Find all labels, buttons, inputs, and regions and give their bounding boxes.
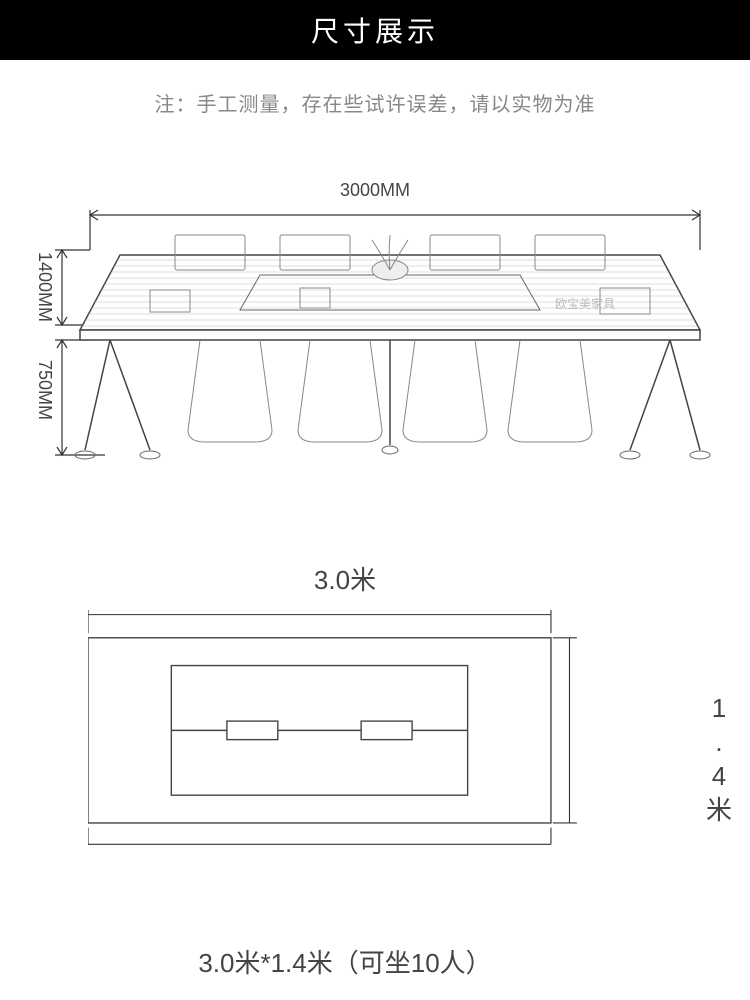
plan-svg (88, 610, 588, 860)
table-legs (75, 340, 710, 459)
plan-depth-label: 1 . 4 米 (706, 640, 732, 880)
perspective-diagram: 3000MM 1400MM 750MM (0, 180, 750, 500)
perspective-svg: 欧宝美家具 (0, 180, 750, 500)
plan-depth-char: 4 (712, 760, 726, 794)
plan-depth-char: 米 (706, 794, 732, 828)
plan-width-label: 3.0米 (0, 560, 720, 597)
watermark-text: 欧宝美家具 (555, 296, 615, 311)
subtitle-note: 注：手工测量，存在些试许误差，请以实物为准 (0, 88, 750, 117)
dim-height-label: 750MM (34, 360, 55, 420)
plan-diagram: 3.0米 1 . 4 米 (0, 560, 750, 980)
plan-depth-char: 1 (712, 692, 726, 726)
dim-width-label: 3000MM (0, 180, 750, 201)
dim-depth-label: 1400MM (34, 252, 55, 322)
plan-depth-char: . (715, 726, 722, 760)
page-title: 尺寸展示 (0, 0, 750, 60)
plan-caption: 3.0米*1.4米（可坐10人） (0, 943, 720, 980)
